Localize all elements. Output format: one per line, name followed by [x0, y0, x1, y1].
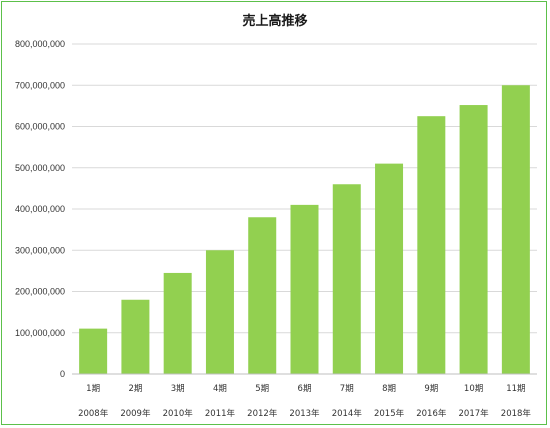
x-axis-categories: 1期 2期 3期 4期 5期 6期 7期 8期 9期 10期 11期	[86, 384, 525, 394]
bars	[79, 85, 530, 375]
bar	[459, 105, 488, 375]
bar	[121, 299, 150, 374]
y-tick-label: 400,000,000	[15, 204, 65, 214]
bar	[79, 328, 108, 374]
y-tick-label: 200,000,000	[15, 287, 65, 297]
y-tick-label: 100,000,000	[15, 328, 65, 338]
y-tick-label: 600,000,000	[15, 122, 65, 132]
chart-title: 売上高推移	[242, 14, 308, 29]
x-year-label: 2017年	[459, 408, 490, 419]
bar	[248, 217, 277, 374]
x-category-label: 7期	[340, 384, 354, 394]
x-year-label: 2015年	[374, 408, 405, 419]
x-category-label: 8期	[382, 384, 396, 394]
bar	[375, 163, 404, 374]
x-year-label: 2018年	[501, 408, 532, 419]
y-tick-label: 300,000,000	[15, 245, 65, 255]
x-category-label: 6期	[298, 384, 312, 394]
x-category-label: 4期	[213, 384, 227, 394]
y-tick-label: 800,000,000	[15, 39, 65, 49]
x-category-label: 10期	[464, 384, 483, 394]
y-tick-label: 500,000,000	[15, 163, 65, 173]
y-axis-ticks: 0 100,000,000 200,000,000 300,000,000 400,00…	[15, 39, 65, 379]
bar	[501, 85, 530, 374]
x-category-label: 3期	[171, 384, 185, 394]
bar	[332, 184, 361, 374]
bar	[290, 204, 319, 374]
x-category-label: 5期	[255, 384, 269, 394]
x-year-label: 2013年	[289, 408, 320, 419]
bar	[163, 272, 192, 374]
x-category-label: 9期	[424, 384, 438, 394]
x-year-label: 2016年	[416, 408, 447, 419]
x-year-label: 2011年	[205, 408, 236, 419]
x-category-label: 1期	[86, 384, 100, 394]
bar	[417, 116, 446, 374]
x-year-label: 2014年	[332, 408, 363, 419]
y-tick-label: 0	[60, 369, 65, 379]
x-axis-years: 2008年 2009年 2010年 2011年 2012年 2013年 2014年 2015年…	[78, 408, 531, 419]
bar	[205, 250, 234, 374]
x-year-label: 2012年	[247, 408, 278, 419]
x-year-label: 2009年	[120, 408, 151, 419]
x-category-label: 2期	[128, 384, 142, 394]
x-year-label: 2008年	[78, 408, 109, 419]
x-category-label: 11期	[506, 384, 525, 394]
x-year-label: 2010年	[163, 408, 194, 419]
y-tick-label: 700,000,000	[15, 80, 65, 90]
